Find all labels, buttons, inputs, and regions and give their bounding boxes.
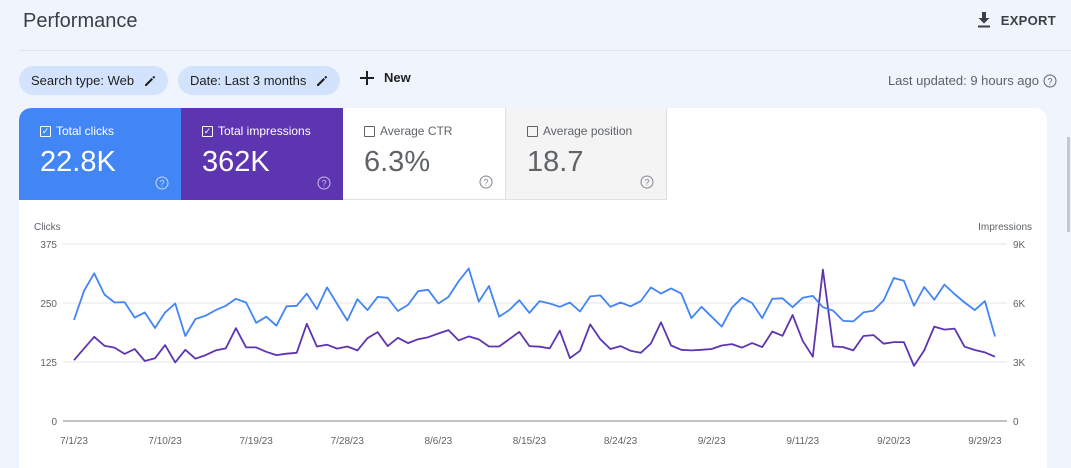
x-tick-label: 7/19/23 (239, 436, 273, 447)
metric-label: Total impressions (218, 124, 311, 138)
help-icon[interactable]: ? (317, 176, 331, 190)
checkbox-unchecked-icon[interactable] (364, 125, 375, 137)
plus-icon (360, 70, 374, 85)
last-updated-text: Last updated: 9 hours ago (887, 73, 1039, 88)
metric-value: 6.3% (364, 146, 431, 178)
checkbox-checked-icon[interactable]: ✓ (202, 125, 213, 137)
last-updated: Last updated: 9 hours ago ? (888, 73, 1057, 88)
right-axis-title: Impressions (978, 222, 1032, 233)
x-tick-label: 9/20/23 (877, 436, 911, 447)
header-divider (19, 50, 1071, 51)
svg-text:?: ? (159, 179, 164, 189)
metric-value: 18.7 (527, 146, 584, 178)
checkbox-unchecked-icon[interactable] (527, 125, 538, 137)
metric-tile-total-impressions[interactable]: ✓ Total impressions 362K ? (181, 108, 343, 200)
x-tick-label: 7/28/23 (331, 436, 365, 447)
svg-text:?: ? (644, 178, 649, 188)
metric-tile-average-position[interactable]: Average position 18.7 ? (505, 108, 667, 200)
help-icon[interactable]: ? (640, 175, 654, 189)
search-type-label: Search type: Web (31, 73, 135, 88)
left-tick-label: 375 (40, 240, 57, 251)
x-tick-label: 8/15/23 (513, 436, 547, 447)
clicks-series-line (73, 267, 996, 337)
svg-text:?: ? (321, 179, 326, 189)
export-label: EXPORT (1000, 12, 1056, 28)
metric-tile-average-ctr[interactable]: Average CTR 6.3% ? (343, 108, 505, 200)
date-label: Date: Last 3 months (190, 73, 307, 88)
x-tick-label: 9/2/23 (698, 436, 726, 447)
right-tick-label: 9K (1013, 240, 1026, 251)
x-tick-label: 8/24/23 (604, 436, 638, 447)
metric-label: Average position (543, 124, 633, 138)
page-title: Performance (23, 10, 138, 32)
scrollbar[interactable] (1067, 137, 1070, 232)
metric-value: 22.8K (40, 146, 116, 178)
metric-tile-total-clicks[interactable]: ✓ Total clicks 22.8K ? (19, 108, 181, 200)
svg-text:?: ? (1047, 76, 1052, 86)
help-icon[interactable]: ? (479, 175, 493, 189)
right-tick-label: 6K (1013, 299, 1026, 310)
performance-chart: 0 0 125 3K 250 6K 375 9K 7/1/23 7/10/23 7/19/23 7/2… (40, 240, 1026, 447)
left-axis-title: Clicks (34, 222, 61, 233)
x-tick-label: 7/1/23 (60, 436, 88, 447)
x-tick-label: 9/29/23 (968, 436, 1002, 447)
export-button[interactable]: EXPORT (977, 12, 1056, 28)
help-icon[interactable]: ? (155, 176, 169, 190)
metric-value: 362K (202, 146, 270, 178)
checkbox-checked-icon[interactable]: ✓ (40, 125, 51, 137)
left-tick-label: 0 (51, 417, 57, 428)
download-icon (977, 12, 990, 28)
svg-text:?: ? (483, 178, 488, 188)
left-tick-label: 125 (40, 358, 57, 369)
impressions-series-line (73, 268, 996, 367)
pencil-icon (317, 75, 328, 86)
new-filter-button[interactable]: New (360, 70, 411, 85)
help-icon[interactable]: ? (1043, 74, 1057, 88)
left-tick-label: 250 (40, 299, 57, 310)
metric-label: Average CTR (380, 124, 453, 138)
search-type-filter-chip[interactable]: Search type: Web (19, 66, 169, 95)
x-tick-label: 9/11/23 (786, 436, 819, 447)
performance-card: ✓ Total clicks 22.8K ? ✓ Total impressions… (19, 108, 1047, 468)
pencil-icon (145, 75, 156, 86)
x-tick-label: 8/6/23 (424, 436, 452, 447)
new-label: New (384, 70, 411, 85)
right-tick-label: 0 (1013, 417, 1019, 428)
x-tick-label: 7/10/23 (148, 436, 182, 447)
right-tick-label: 3K (1013, 358, 1026, 369)
date-filter-chip[interactable]: Date: Last 3 months (178, 66, 341, 95)
metric-label: Total clicks (56, 124, 115, 138)
